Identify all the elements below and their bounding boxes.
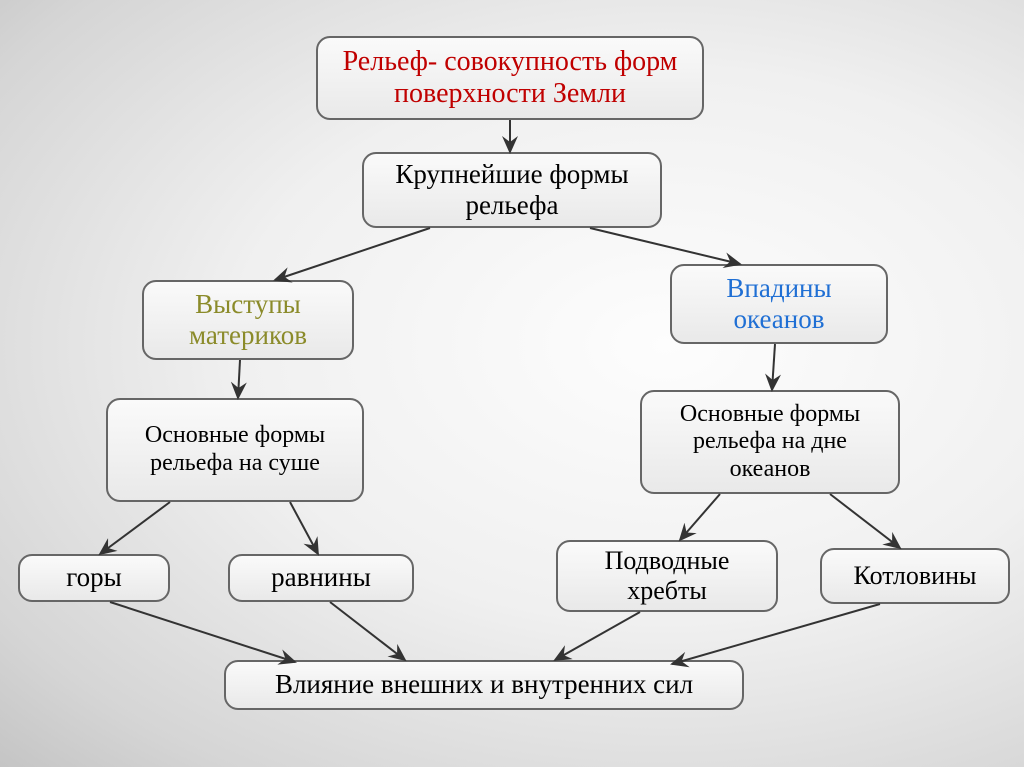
node-root: Рельеф- совокупность форм поверхности Зе… xyxy=(316,36,704,120)
node-oceans: Впадины океанов xyxy=(670,264,888,344)
node-oceans-label: Впадины океанов xyxy=(682,273,876,335)
node-land-forms-label: Основные формы рельефа на суше xyxy=(118,422,352,477)
node-largest: Крупнейшие формы рельефа xyxy=(362,152,662,228)
node-plains: равнины xyxy=(228,554,414,602)
node-root-label: Рельеф- совокупность форм поверхности Зе… xyxy=(328,46,692,110)
node-basins-label: Котловины xyxy=(854,561,977,591)
node-land-forms: Основные формы рельефа на суше xyxy=(106,398,364,502)
node-ocean-forms-label: Основные формы рельефа на дне океанов xyxy=(652,401,888,484)
node-continents: Выступы материков xyxy=(142,280,354,360)
node-largest-label: Крупнейшие формы рельефа xyxy=(374,159,650,221)
node-forces: Влияние внешних и внутренних сил xyxy=(224,660,744,710)
node-ridges-label: Подводные хребты xyxy=(568,546,766,606)
node-mountains: горы xyxy=(18,554,170,602)
node-basins: Котловины xyxy=(820,548,1010,604)
node-forces-label: Влияние внешних и внутренних сил xyxy=(275,669,693,700)
node-ridges: Подводные хребты xyxy=(556,540,778,612)
node-mountains-label: горы xyxy=(66,562,122,593)
node-ocean-forms: Основные формы рельефа на дне океанов xyxy=(640,390,900,494)
node-plains-label: равнины xyxy=(271,562,371,593)
node-continents-label: Выступы материков xyxy=(154,289,342,351)
